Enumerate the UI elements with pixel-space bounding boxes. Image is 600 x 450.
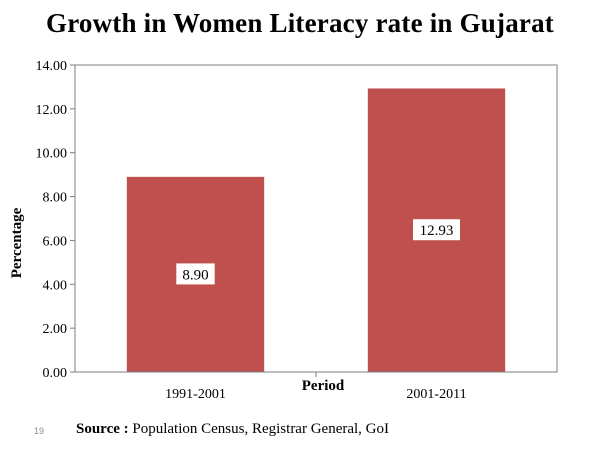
data-label: 12.93 — [420, 223, 454, 239]
y-tick-label: 10.00 — [36, 147, 68, 162]
source-label: Source : — [76, 421, 129, 437]
y-tick-label: 4.00 — [43, 278, 68, 293]
data-labels-group: 8.90 12.93 — [176, 219, 460, 285]
y-tick-label: 14.00 — [36, 59, 68, 74]
x-tick-label: 2001-2011 — [406, 387, 466, 402]
data-label: 8.90 — [182, 267, 208, 283]
y-tick-label: 0.00 — [43, 366, 68, 381]
y-tick-label: 6.00 — [43, 234, 68, 249]
x-axis-label: Period — [302, 378, 345, 394]
y-axis-label: Percentage — [9, 207, 25, 278]
data-label-box — [176, 263, 215, 285]
x-tick-label: 1991-2001 — [165, 387, 226, 402]
y-tick-label: 8.00 — [43, 191, 68, 206]
y-axis-ticks: 0.00 2.00 4.00 6.00 8.00 10.00 12.00 14.00 — [36, 59, 75, 381]
x-axis-ticks: 1991-2001 2001-2011 — [165, 372, 467, 402]
source-note: Source : Population Census, Registrar Ge… — [76, 421, 389, 438]
data-label-box — [413, 219, 460, 241]
slide-number: 19 — [34, 426, 45, 436]
y-tick-label: 2.00 — [43, 322, 68, 337]
chart-title: Growth in Women Literacy rate in Gujarat — [46, 8, 554, 38]
source-text: Population Census, Registrar General, Go… — [132, 421, 390, 437]
y-tick-label: 12.00 — [36, 103, 68, 118]
